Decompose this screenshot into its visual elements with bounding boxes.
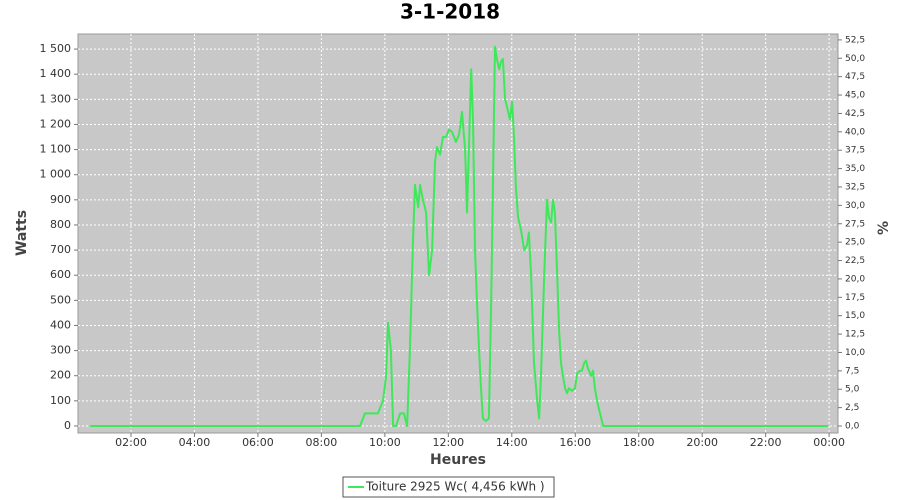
y-tick-label: 100 bbox=[50, 394, 71, 407]
y2-tick-label: 0,0 bbox=[845, 422, 860, 432]
chart-title: 3-1-2018 bbox=[400, 0, 500, 24]
y2-tick-label: 17,5 bbox=[845, 293, 865, 303]
y2-tick-label: 7,5 bbox=[845, 366, 859, 376]
y-tick-label: 900 bbox=[50, 193, 71, 206]
legend-label: Toiture 2925 Wc( 4,456 kWh ) bbox=[365, 480, 545, 494]
y2-axis-label: % bbox=[876, 221, 892, 235]
y2-tick-label: 50,0 bbox=[845, 54, 865, 64]
x-tick-label: 18:00 bbox=[623, 436, 655, 449]
series-line bbox=[90, 45, 829, 427]
y2-tick-label: 10,0 bbox=[845, 348, 865, 358]
x-tick-label: 02:00 bbox=[115, 436, 147, 449]
y2-tick-label: 52,5 bbox=[845, 35, 865, 45]
y-tick-label: 0 bbox=[64, 419, 71, 432]
plot-area bbox=[77, 33, 839, 434]
y2-tick-label: 42,5 bbox=[845, 109, 865, 119]
y-tick-label: 1 300 bbox=[40, 92, 72, 105]
x-tick-label: 20:00 bbox=[686, 436, 718, 449]
legend bbox=[342, 476, 555, 498]
y-tick-label: 1 400 bbox=[40, 67, 72, 80]
y2-tick-label: 5,0 bbox=[845, 385, 860, 395]
y-tick-label: 1 500 bbox=[40, 42, 72, 55]
y2-tick-label: 22,5 bbox=[845, 256, 865, 266]
y2-tick-label: 40,0 bbox=[845, 127, 865, 137]
y-tick-label: 300 bbox=[50, 344, 71, 357]
y-tick-label: 1 100 bbox=[40, 143, 72, 156]
y-tick-label: 800 bbox=[50, 218, 71, 231]
x-tick-label: 08:00 bbox=[306, 436, 338, 449]
x-tick-label: 12:00 bbox=[432, 436, 464, 449]
y-tick-label: 400 bbox=[50, 318, 71, 331]
x-tick-label: 10:00 bbox=[369, 436, 401, 449]
y-tick-label: 600 bbox=[50, 268, 71, 281]
y2-tick-label: 12,5 bbox=[845, 330, 865, 340]
x-tick-label: 06:00 bbox=[242, 436, 274, 449]
x-tick-label: 22:00 bbox=[750, 436, 782, 449]
y2-tick-label: 20,0 bbox=[845, 274, 865, 284]
y2-tick-label: 2,5 bbox=[845, 403, 859, 413]
y-tick-label: 1 000 bbox=[40, 168, 72, 181]
y2-tick-label: 35,0 bbox=[845, 164, 865, 174]
y-tick-label: 200 bbox=[50, 369, 71, 382]
y-tick-label: 700 bbox=[50, 243, 71, 256]
y-axis-label: Watts bbox=[14, 210, 30, 256]
y2-tick-label: 47,5 bbox=[845, 72, 865, 82]
x-tick-label: 14:00 bbox=[496, 436, 528, 449]
x-tick-label: 16:00 bbox=[559, 436, 591, 449]
x-tick-label: 04:00 bbox=[179, 436, 211, 449]
y2-tick-label: 15,0 bbox=[845, 311, 865, 321]
y2-tick-label: 32,5 bbox=[845, 182, 865, 192]
y2-tick-label: 25,0 bbox=[845, 238, 865, 248]
y-tick-label: 1 200 bbox=[40, 117, 72, 130]
y-tick-label: 500 bbox=[50, 293, 71, 306]
x-axis-label: Heures bbox=[430, 452, 486, 468]
y2-tick-label: 45,0 bbox=[845, 91, 865, 101]
y2-tick-label: 30,0 bbox=[845, 201, 865, 211]
y2-tick-label: 27,5 bbox=[845, 219, 865, 229]
x-tick-label: 00:00 bbox=[813, 436, 845, 449]
y2-tick-label: 37,5 bbox=[845, 146, 865, 156]
